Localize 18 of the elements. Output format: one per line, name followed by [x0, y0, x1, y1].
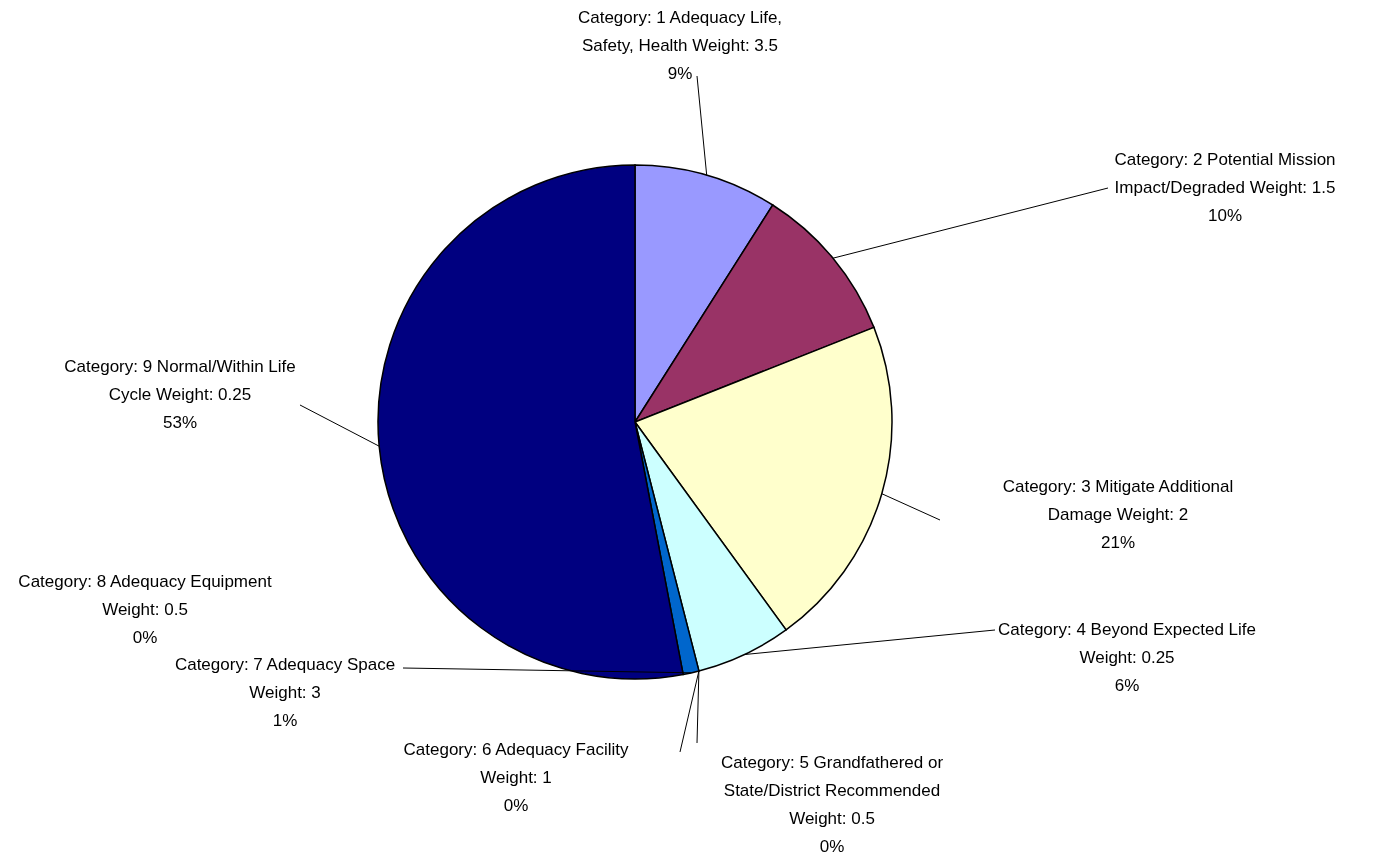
data-label: 6%: [1114, 676, 1140, 695]
slice-label: Category: 7 Adequacy Space Weight: 3: [174, 655, 396, 702]
category-label: Category: 5 Grandfathered or State/District Recommended Weight: 0.5: [720, 753, 944, 828]
slice-label: Category: 1 Adequacy Life, Safety, Health Weight: 3.5: [577, 8, 783, 55]
text: 0%: [819, 837, 845, 856]
data-label: 21%: [1100, 533, 1136, 552]
slice-label: Category: 4 Beyond Expected Life Weight: 0.25: [998, 620, 1256, 667]
slice-label: Category: 9 Normal/Within Life Cycle Weight: 0.25: [64, 357, 296, 404]
category-label: Category: 8 Adequacy Equipment Weight: 0.5: [18, 572, 272, 619]
category-label: Category: 6 Adequacy Facility Weight: 1: [403, 740, 629, 787]
slice-label: Category: 3 Mitigate Additional Damage Weight: 2: [1002, 477, 1234, 524]
data-label: 9%: [667, 64, 693, 83]
data-label: 1%: [272, 711, 298, 730]
text: 0%: [132, 628, 158, 647]
data-label: 10%: [1207, 206, 1243, 225]
text: 0%: [503, 796, 529, 815]
data-label: 53%: [162, 413, 198, 432]
slice-label: Category: 2 Potential Mission Impact/Degraded Weight: 1.5: [1114, 150, 1336, 197]
